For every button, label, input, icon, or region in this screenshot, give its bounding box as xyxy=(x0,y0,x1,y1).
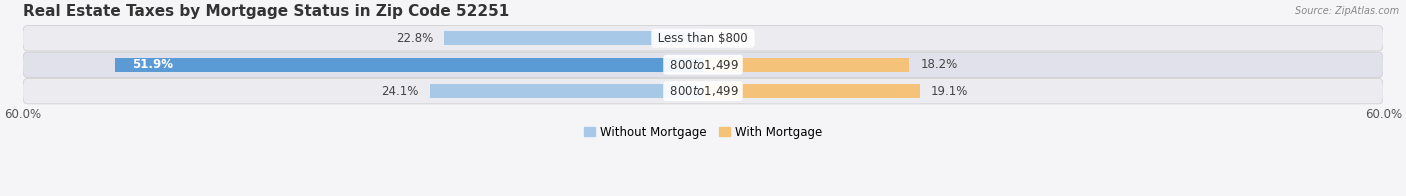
Text: 22.8%: 22.8% xyxy=(396,32,433,45)
Text: Real Estate Taxes by Mortgage Status in Zip Code 52251: Real Estate Taxes by Mortgage Status in … xyxy=(22,4,509,19)
Text: 24.1%: 24.1% xyxy=(381,85,419,98)
Text: 19.1%: 19.1% xyxy=(931,85,969,98)
Bar xyxy=(444,31,703,45)
FancyBboxPatch shape xyxy=(22,25,1384,51)
Bar xyxy=(430,84,703,98)
FancyBboxPatch shape xyxy=(22,78,1384,104)
Text: $800 to $1,499: $800 to $1,499 xyxy=(666,84,740,98)
Text: $800 to $1,499: $800 to $1,499 xyxy=(666,58,740,72)
Text: 18.2%: 18.2% xyxy=(921,58,957,71)
FancyBboxPatch shape xyxy=(22,52,1384,77)
Text: 51.9%: 51.9% xyxy=(132,58,173,71)
Bar xyxy=(114,58,703,72)
Text: Source: ZipAtlas.com: Source: ZipAtlas.com xyxy=(1295,6,1399,16)
Text: Less than $800: Less than $800 xyxy=(654,32,752,45)
Bar xyxy=(703,58,910,72)
Legend: Without Mortgage, With Mortgage: Without Mortgage, With Mortgage xyxy=(579,121,827,143)
Text: 0.0%: 0.0% xyxy=(720,32,749,45)
Bar xyxy=(703,84,920,98)
